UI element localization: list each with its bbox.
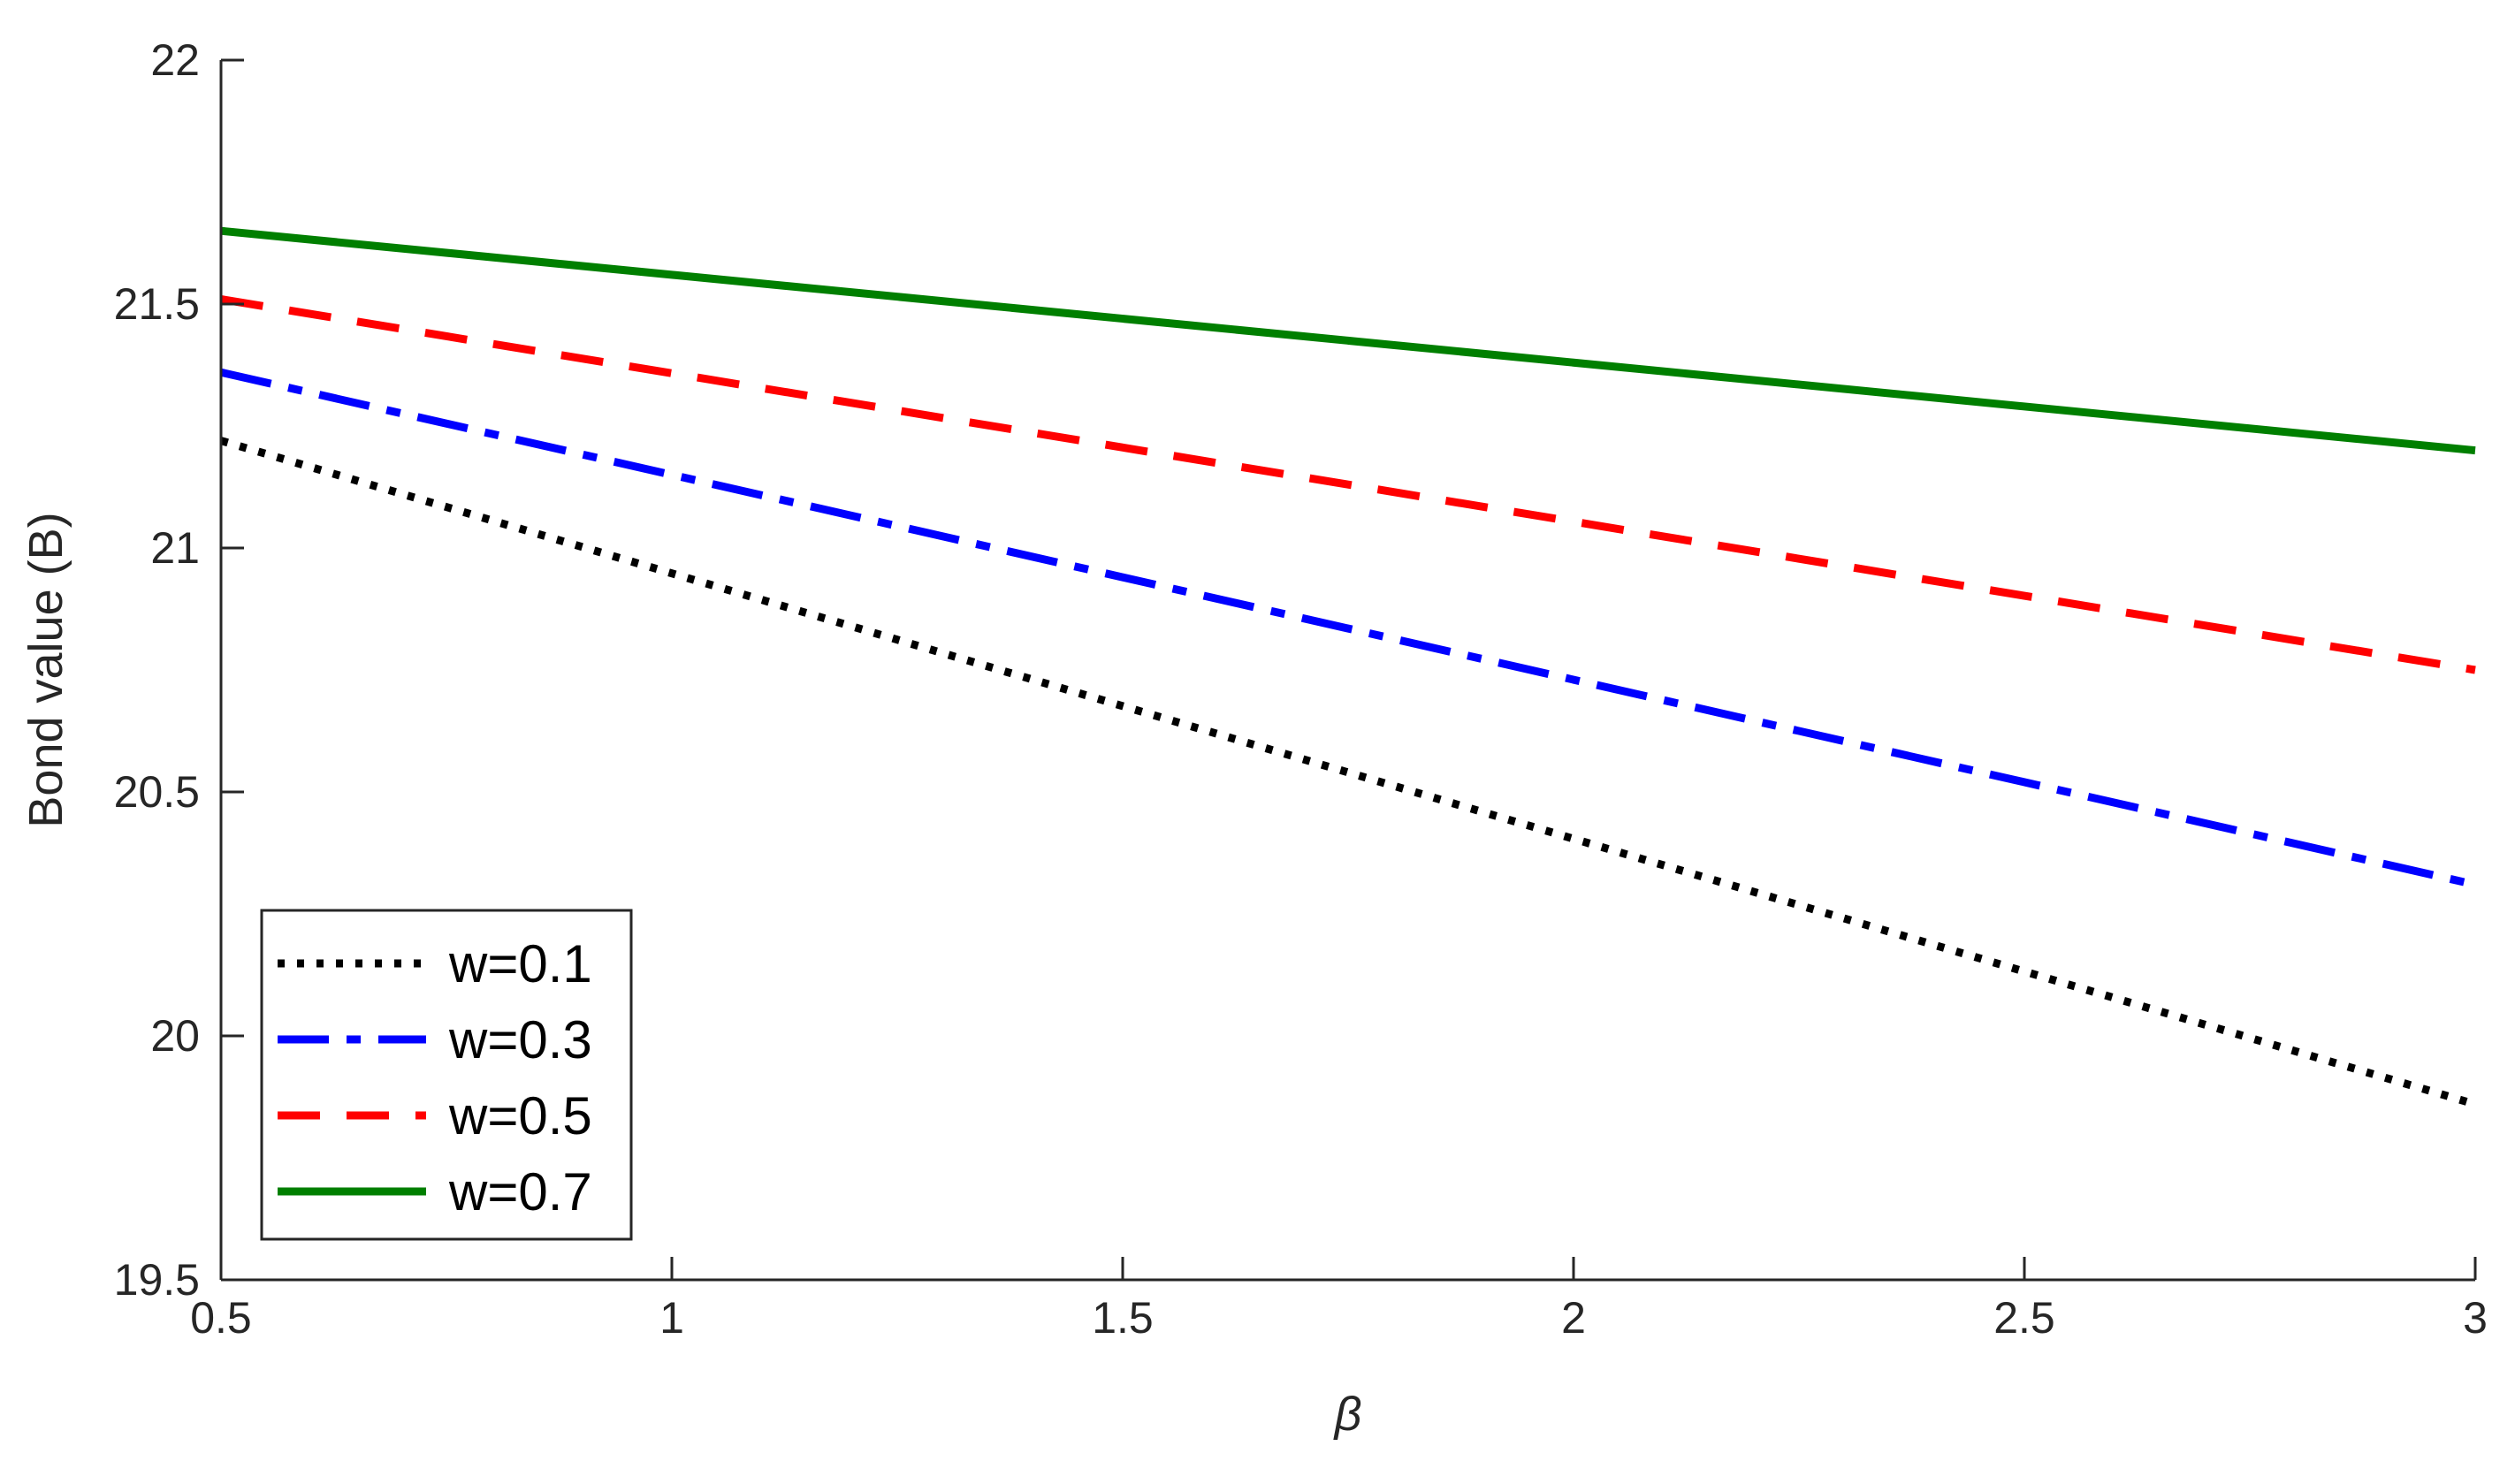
series-line-w-0-3 [220,368,2476,889]
y-tick-label: 20 [150,1011,200,1061]
y-tick-label: 22 [150,35,200,85]
y-tick-label: 20.5 [114,767,200,817]
y-axis-label: Bond value (B) [19,512,72,827]
x-tick-label: 1 [659,1293,684,1343]
legend-label: w=0.5 [448,1086,592,1145]
x-axis-ticks: 0.5 1 1.5 2 2.5 3 [190,1257,2488,1343]
legend-label: w=0.7 [448,1162,592,1221]
series-line-w-0-1 [219,437,2477,1108]
x-tick-label: 2.5 [1993,1293,2055,1343]
x-tick-label: 0.5 [190,1293,252,1343]
y-tick-label: 19.5 [114,1255,200,1305]
series-line-w-0-5 [220,295,2476,674]
legend-label: w=0.3 [448,1010,592,1069]
y-tick-label: 21 [150,523,200,573]
legend: w=0.1 w=0.3 w=0.5 w=0.7 [260,909,633,1241]
axes: 0.5 1 1.5 2 2.5 3 19.5 20 20.5 21 21.5 22 [114,35,2488,1343]
y-axis-ticks: 19.5 20 20.5 21 21.5 22 [114,35,244,1305]
legend-label: w=0.1 [448,934,592,993]
series-layer [219,226,2477,1108]
series-line-w-0-7 [220,226,2476,455]
y-tick-label: 21.5 [114,279,200,329]
x-tick-label: 1.5 [1092,1293,1154,1343]
x-tick-label: 2 [1561,1293,1586,1343]
x-axis-label: β [1333,1388,1362,1441]
x-tick-label: 3 [2463,1293,2488,1343]
